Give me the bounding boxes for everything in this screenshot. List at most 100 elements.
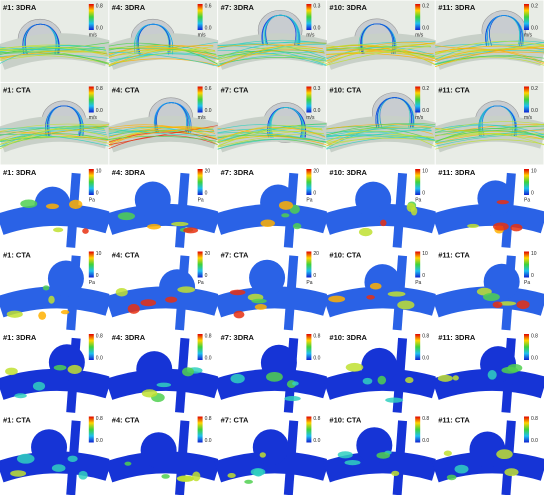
colorbar-min: 0.0 xyxy=(531,25,538,31)
hot-spot xyxy=(48,296,54,304)
colorbar-unit: m/s xyxy=(198,32,207,38)
panel-label: #11: CTA xyxy=(438,250,470,259)
hot-spot xyxy=(517,300,530,309)
panel: #7: CTA0.30.0m/s xyxy=(218,83,327,165)
colorbar xyxy=(306,334,311,360)
hot-spot xyxy=(43,285,50,290)
aneurysm-dome xyxy=(48,260,84,296)
vessel xyxy=(435,215,544,225)
aneurysm-dome xyxy=(135,182,171,218)
panel: #11: CTA0.20.0m/s xyxy=(435,83,544,165)
colorbar-max: 0.8 xyxy=(96,416,103,422)
panel: #11: 3DRA0.20.0m/s xyxy=(435,1,544,83)
colorbar xyxy=(524,252,529,278)
colorbar xyxy=(524,169,529,195)
aneurysm-dome xyxy=(136,351,172,387)
colorbar-max: 0.2 xyxy=(422,3,429,9)
hot-spot xyxy=(177,286,195,292)
hot-spot xyxy=(488,370,497,380)
panel-label: #1: 3DRA xyxy=(3,168,37,177)
colorbar-unit: m/s xyxy=(198,115,207,121)
branch xyxy=(180,173,185,247)
colorbar-unit: Pa xyxy=(89,197,95,203)
panel-label: #4: CTA xyxy=(112,250,140,259)
hot-spot xyxy=(142,389,158,397)
hot-spot xyxy=(157,383,171,388)
hot-spot xyxy=(33,382,45,391)
panel-label: #11: 3DRA xyxy=(438,3,476,12)
colorbar-min: 0.0 xyxy=(531,438,538,444)
colorbar xyxy=(524,4,529,30)
hot-spot xyxy=(444,451,452,456)
colorbar-min: 0 xyxy=(205,190,208,196)
colorbar-min: 0.0 xyxy=(313,108,320,114)
colorbar-min: 0.0 xyxy=(422,108,429,114)
colorbar-min: 0.0 xyxy=(313,355,320,361)
branch xyxy=(71,173,76,247)
panel: #4: 3DRA0.60.0m/s xyxy=(109,1,218,83)
colorbar-min: 0.0 xyxy=(96,438,103,444)
hot-spot xyxy=(5,368,18,376)
vessel xyxy=(435,380,544,390)
colorbar-max: 20 xyxy=(205,168,211,174)
colorbar-max: 10 xyxy=(531,168,537,174)
hot-spot xyxy=(227,473,235,478)
hot-spot xyxy=(255,304,267,310)
hot-spot xyxy=(165,297,177,303)
hot-spot xyxy=(183,227,198,233)
vessel xyxy=(326,462,435,472)
panel: #1: CTA 0.8 0.0 xyxy=(0,413,109,495)
branch xyxy=(180,338,185,412)
aneurysm-dome xyxy=(253,429,289,465)
hot-spot xyxy=(363,378,373,385)
hot-spot xyxy=(346,363,364,372)
panel-label: #10: CTA xyxy=(329,415,362,424)
hot-spot xyxy=(128,304,140,314)
hot-spot xyxy=(230,290,246,296)
aneurysm-dome xyxy=(49,344,85,380)
colorbar-min: 0 xyxy=(531,190,534,196)
hot-spot xyxy=(118,212,135,220)
panel: #1: 3DRA100Pa xyxy=(0,166,109,248)
hot-spot xyxy=(378,376,386,385)
colorbar-unit: Pa xyxy=(89,280,95,286)
hot-spot xyxy=(10,470,26,477)
colorbar-max: 0.8 xyxy=(205,416,212,422)
colorbar-max: 0.8 xyxy=(531,416,538,422)
branch xyxy=(288,256,293,330)
hot-spot xyxy=(251,468,266,476)
panel-label: #1: CTA xyxy=(3,415,31,424)
hot-spot xyxy=(338,451,353,458)
colorbar-max: 0.8 xyxy=(96,3,103,9)
hot-spot xyxy=(483,293,500,301)
hot-spot xyxy=(171,222,188,226)
hot-spot xyxy=(447,475,457,481)
panel: #7: 3DRA0.80.0 xyxy=(218,331,327,413)
hot-spot xyxy=(405,377,413,383)
colorbar-max: 0.8 xyxy=(422,416,429,422)
hot-spot xyxy=(281,213,289,217)
colorbar xyxy=(524,87,529,113)
panel-label: #1: 3DRA xyxy=(3,333,37,342)
colorbar-min: 0.0 xyxy=(531,355,538,361)
hot-spot xyxy=(411,207,417,216)
panel: #7: 3DRA0.30.0m/s xyxy=(218,1,327,83)
colorbar-min: 0 xyxy=(205,273,208,279)
panel-label: #11: 3DRA xyxy=(438,168,476,177)
page: #1: 3DRA0.80.0m/s#4: 3DRA0.60.0m/s#7: 3D… xyxy=(0,0,544,495)
aneurysm-dome xyxy=(355,182,391,218)
vessel xyxy=(0,380,109,390)
colorbar xyxy=(89,334,94,360)
hot-spot xyxy=(501,367,518,374)
colorbar xyxy=(89,4,94,30)
colorbar-min: 0.0 xyxy=(205,25,212,31)
panel: #10: CTA100Pa xyxy=(326,248,435,330)
panel: #1: CTA100Pa xyxy=(0,248,109,330)
colorbar-max: 10 xyxy=(531,251,537,257)
colorbar xyxy=(415,87,420,113)
colorbar-min: 0.0 xyxy=(205,438,212,444)
colorbar-min: 0.0 xyxy=(205,355,212,361)
colorbar-min: 0 xyxy=(313,273,316,279)
